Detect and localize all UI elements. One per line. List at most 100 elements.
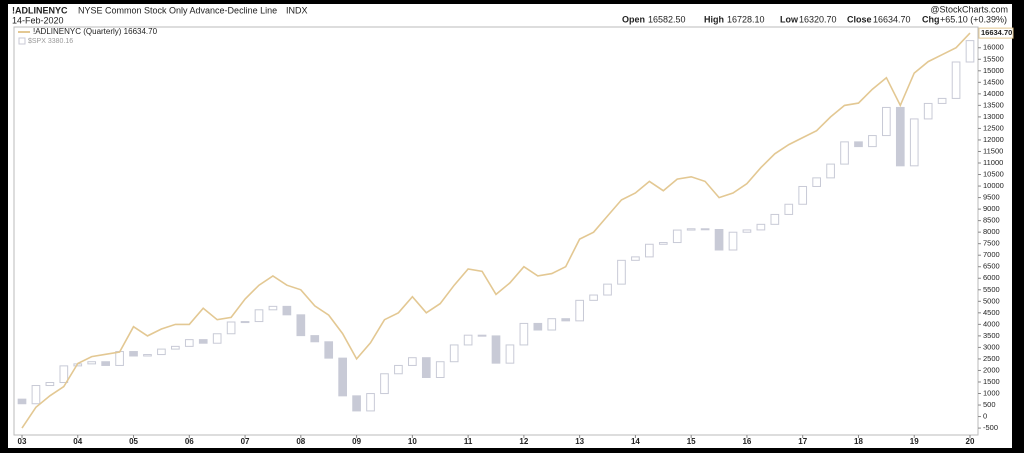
y-tick-label: 10500 [983,170,1004,179]
candle-body [324,341,334,359]
y-tick-label: 2000 [983,365,1000,374]
quote-label: Open [622,14,645,24]
y-tick-label: 8500 [983,216,1000,225]
candle-body [310,335,320,343]
x-tick-label: 10 [408,437,417,446]
candle-body [756,223,766,231]
candle-body [519,322,529,346]
quote-label: Close [847,14,872,24]
y-tick-label: 4000 [983,319,1000,328]
candle-body [826,163,835,179]
y-tick-label: 5500 [983,285,1000,294]
plot-frame [13,26,979,436]
candle-body [603,283,612,296]
x-tick-label: 06 [185,437,194,446]
candle-body [338,357,347,397]
y-tick-label: 7000 [983,250,1000,259]
quote-label: Chg [922,14,940,24]
candle-body [282,305,292,316]
x-tick-label: 08 [296,437,305,446]
candle-body [59,365,69,384]
data-line [21,32,971,429]
candle-body [477,334,487,337]
x-tick-label: 05 [129,437,138,446]
candle-body [366,393,375,412]
y-tick-label: 14500 [983,77,1004,86]
candle-body [645,243,654,258]
legend-entry: !ADLINENYC (Quarterly) 16634.70 [33,27,158,36]
candle-body [700,228,710,231]
x-tick-label: 18 [854,437,863,446]
candle-body [728,231,738,251]
candle-body [352,395,361,412]
plot [17,32,975,429]
x-tick-label: 19 [910,437,919,446]
candle-body [631,256,640,261]
y-tick-label: 8000 [983,227,1000,236]
candle-body [882,106,891,137]
y-tick-label: 14000 [983,89,1004,98]
y-tick-label: 0 [983,412,987,421]
quote: Open 16582.50 High 16728.10 Low 16320.70… [622,14,1007,24]
candle-body [923,102,933,120]
y-tick-label: 10000 [983,181,1004,190]
candle-body [868,135,877,148]
last-value-box [978,27,1014,39]
candle-body [421,357,431,378]
candle-body [798,185,808,205]
symbol: !ADLINENYC [12,5,68,15]
candle-body [408,357,417,366]
candle-body [31,385,41,405]
candle-body [394,364,403,375]
candle-body [965,40,975,63]
y-tick-label: 12000 [983,135,1004,144]
candle-body [840,141,849,165]
x-tick-label: 13 [575,437,584,446]
candle-body [45,382,55,387]
x-tick-label: 11 [464,437,473,446]
y-tick-label: 6500 [983,262,1000,271]
x-tick-label: 16 [742,437,751,446]
y-tick-label: -500 [983,423,998,432]
quote-value: 16634.70 [873,14,911,24]
y-tick-label: 3500 [983,331,1000,340]
y-tick-label: 6000 [983,273,1000,282]
candle-body [686,228,696,231]
candle-body [171,345,180,350]
y-tick-label: 1000 [983,388,1000,397]
candle-body [895,106,905,167]
candle-body [268,305,278,311]
candle-body [463,334,473,346]
candle-body [435,361,445,378]
candle-body [770,213,780,225]
quote-label: High [704,14,724,24]
y-tick-label: 3000 [983,342,1000,351]
candle-body [672,229,682,244]
x-tick-label: 04 [73,437,82,446]
y-tick-label: 15000 [983,66,1004,75]
quote-label: Low [780,14,799,24]
y-tick-label: 12500 [983,123,1004,132]
exchange: INDX [286,5,308,15]
y-tick-label: 16000 [983,43,1004,52]
y-tick-label: 4500 [983,308,1000,317]
last-value-label: 16634.70 [981,28,1012,37]
candle-body [129,351,138,357]
x-tick-label: 03 [18,437,27,446]
candle-body [561,318,571,322]
y-tick-label: 13000 [983,112,1004,121]
candle-body [143,354,152,357]
quote-value: +65.10 (+0.39%) [940,14,1007,24]
quote-value: 16728.10 [727,14,765,24]
x-tick-label: 14 [631,437,640,446]
y-tick-label: 15500 [983,54,1004,63]
legend-swatch [18,37,26,45]
candle-body [575,299,584,322]
candle-body [296,314,306,337]
candle-body [17,398,27,405]
candle-body [812,177,821,187]
y-tick-label: 7500 [983,239,1000,248]
quote-value: 16320.70 [799,14,837,24]
candle-body [784,203,794,215]
